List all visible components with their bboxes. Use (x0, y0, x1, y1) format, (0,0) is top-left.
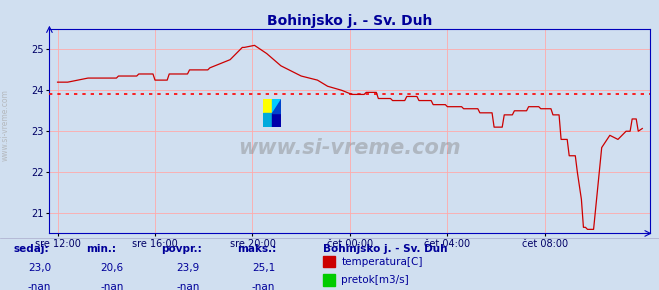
Text: maks.:: maks.: (237, 244, 277, 254)
Polygon shape (272, 99, 281, 113)
Text: -nan: -nan (252, 282, 275, 290)
Text: 23,0: 23,0 (28, 263, 51, 273)
Bar (263, 99, 272, 113)
Text: 23,9: 23,9 (176, 263, 200, 273)
Text: sedaj:: sedaj: (13, 244, 49, 254)
FancyBboxPatch shape (323, 274, 335, 286)
FancyBboxPatch shape (323, 256, 335, 267)
Text: Bohinjsko j. - Sv. Duh: Bohinjsko j. - Sv. Duh (323, 244, 447, 254)
Text: povpr.:: povpr.: (161, 244, 202, 254)
Title: Bohinjsko j. - Sv. Duh: Bohinjsko j. - Sv. Duh (268, 14, 432, 28)
Text: pretok[m3/s]: pretok[m3/s] (341, 275, 409, 285)
Text: -nan: -nan (100, 282, 124, 290)
Text: -nan: -nan (176, 282, 200, 290)
Bar (272, 99, 281, 113)
Text: www.si-vreme.com: www.si-vreme.com (1, 89, 10, 161)
Bar (263, 113, 272, 127)
Bar (272, 113, 281, 127)
Text: www.si-vreme.com: www.si-vreme.com (239, 137, 461, 157)
Text: 25,1: 25,1 (252, 263, 275, 273)
Text: min.:: min.: (86, 244, 116, 254)
Text: 20,6: 20,6 (100, 263, 124, 273)
Text: temperatura[C]: temperatura[C] (341, 257, 423, 267)
Text: -nan: -nan (28, 282, 51, 290)
